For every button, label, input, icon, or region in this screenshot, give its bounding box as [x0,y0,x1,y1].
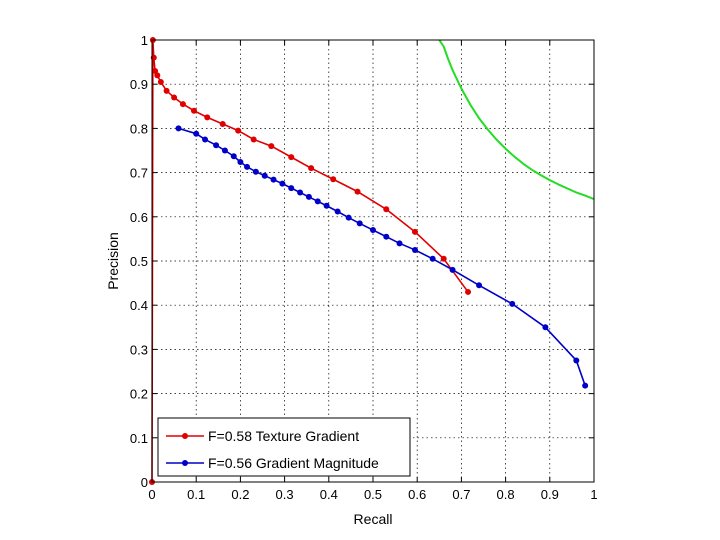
data-point [154,72,161,79]
grid [152,40,594,482]
data-point [270,176,277,183]
legend-entry: F=0.58 Texture Gradient [166,428,359,444]
data-point [213,142,220,149]
x-tick-label: 1 [590,487,597,502]
data-point [465,288,472,295]
data-point [244,163,251,170]
x-tick-labels: 0 0.1 0.2 0.3 0.4 0.5 0.6 0.7 0.8 0.9 1 [148,487,597,502]
data-point [175,125,182,132]
series-1 [175,125,589,389]
data-point [509,300,516,307]
data-point [252,168,259,175]
legend-label: F=0.56 Gradient Magnitude [208,455,379,471]
data-point [542,324,549,331]
y-tick-label: 0.7 [130,166,148,181]
data-point [383,206,390,213]
data-point [179,101,186,108]
data-point [157,78,164,85]
data-point [308,165,315,172]
y-tick-label: 0.5 [130,254,148,269]
y-tick-label: 0.2 [130,387,148,402]
data-point [202,136,209,143]
y-tick-label: 0.4 [130,298,148,313]
data-point [440,255,447,262]
data-point [396,240,403,247]
data-point [235,127,242,134]
data-point [261,172,268,179]
data-point [356,220,363,227]
data-point [163,87,170,94]
x-tick-label: 0.8 [497,487,515,502]
x-tick-label: 0.1 [187,487,205,502]
x-tick-label: 0.3 [276,487,294,502]
data-point [354,188,361,195]
x-tick-label: 0.5 [364,487,382,502]
data-point [204,114,211,121]
legend-box [157,417,411,477]
y-tick-label: 0.6 [130,210,148,225]
data-point [370,227,376,234]
data-point [219,120,226,127]
legend-entry: F=0.56 Gradient Magnitude [166,455,379,471]
data-point [193,130,200,137]
data-point [330,176,337,183]
data-point [279,180,286,187]
data-point [345,214,352,221]
data-point [221,147,228,154]
data-point [250,136,257,143]
data-point [323,202,330,209]
data-point [288,185,295,192]
data-point [190,107,197,114]
y-tick-label: 0.3 [130,342,148,357]
data-point [314,198,321,205]
data-point [305,193,312,200]
y-tick-label: 0 [141,475,148,490]
x-tick-label: 0.7 [452,487,470,502]
series-line [438,39,595,201]
y-tick-label: 0.9 [130,77,148,92]
series-layer [149,37,595,485]
data-point [582,382,589,389]
data-point [411,246,418,253]
series-line [178,127,586,386]
legend-swatch-marker [182,433,188,439]
y-tick-label: 0.8 [130,121,148,136]
series-2 [438,39,595,201]
y-tick-label: 0.1 [130,431,148,446]
y-axis-label: Precision [105,232,121,290]
legend-label: F=0.58 Texture Gradient [208,428,359,444]
ticks [151,39,595,483]
y-tick-label: 1 [141,33,148,48]
data-point [171,94,178,101]
data-point [288,154,295,161]
x-tick-label: 0 [148,487,155,502]
x-tick-label: 0.4 [320,487,338,502]
data-point [237,158,244,165]
data-point [268,143,275,150]
x-tick-label: 0.9 [541,487,559,502]
legend-swatch-marker [182,460,188,466]
data-point [476,282,483,289]
x-tick-label: 0.2 [231,487,249,502]
x-axis-label: Recall [354,511,393,527]
data-point [152,67,159,74]
data-point [449,266,456,273]
legend: F=0.58 Texture Gradient F=0.56 Gradient M… [157,417,411,477]
data-point [411,228,418,235]
data-point [383,233,390,240]
data-point [230,153,237,160]
x-tick-label: 0.6 [408,487,426,502]
data-point [573,357,580,364]
y-tick-labels: 0 0.1 0.2 0.3 0.4 0.5 0.6 0.7 0.8 0.9 1 [130,33,148,490]
series-0 [149,37,472,485]
data-point [297,189,304,196]
data-point [334,208,341,215]
data-point [429,255,436,262]
